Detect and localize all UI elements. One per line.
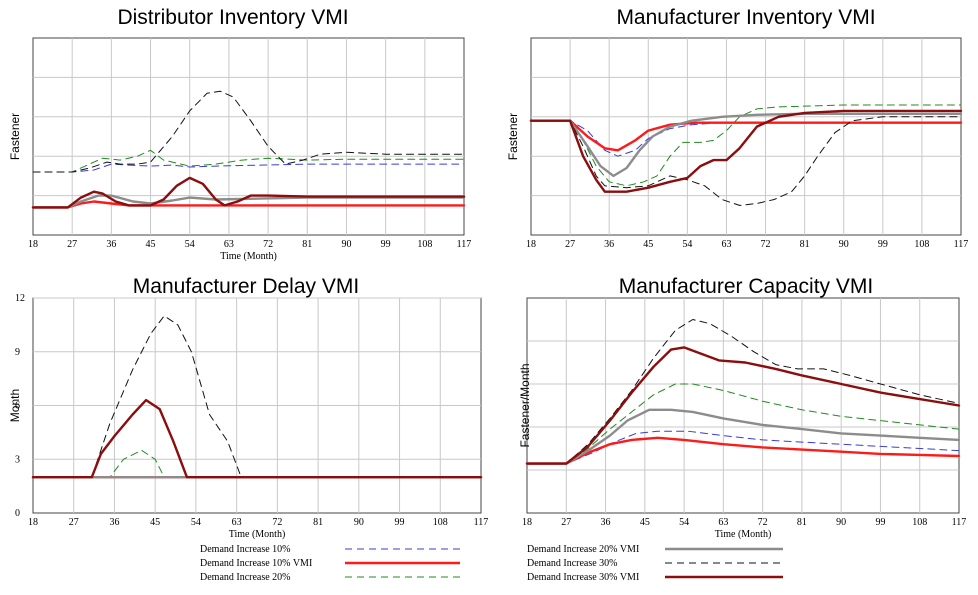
- y-tick-label: 6: [15, 401, 20, 412]
- plot-frame: [530, 37, 962, 236]
- y-axis-label: Month: [8, 389, 22, 422]
- series-line: [32, 149, 465, 173]
- x-axis-label: Time (Month): [220, 251, 277, 262]
- series-line: [529, 119, 963, 152]
- x-tick-label: 63: [232, 517, 242, 528]
- x-tick-label: 72: [263, 239, 273, 250]
- chart-panel: Distributor Inventory VMI 18 27 36 45 54 63 72 8…: [8, 6, 471, 262]
- series-line: [31, 194, 466, 209]
- x-tick-label: 54: [185, 239, 195, 250]
- x-tick-label: 90: [839, 239, 849, 250]
- legend-label: Demand Increase 20% VMI: [527, 544, 639, 555]
- chart-title: Manufacturer Inventory VMI: [616, 6, 875, 29]
- series-line: [31, 176, 466, 209]
- x-tick-label: 54: [682, 239, 692, 250]
- series-line: [526, 319, 960, 465]
- x-tick-label: 117: [474, 517, 489, 528]
- legend-label: Demand Increase 30% VMI: [527, 572, 639, 583]
- series-line: [529, 112, 963, 178]
- legend-label: Demand Increase 10%: [200, 544, 291, 555]
- legend-label: Demand Increase 30%: [527, 558, 618, 569]
- series-line: [526, 383, 960, 465]
- x-tick-label: 99: [875, 517, 885, 528]
- x-tick-label: 90: [354, 517, 364, 528]
- x-tick-label: 27: [561, 517, 571, 528]
- y-tick-label: 3: [15, 454, 20, 465]
- chart-panel: Manufacturer Capacity VMI 18 27 36 45 54 63 72 8…: [518, 275, 966, 540]
- x-tick-label: 90: [836, 517, 846, 528]
- x-tick-label: 54: [191, 517, 201, 528]
- legend: Demand Increase 10% Demand Increase 10% …: [200, 544, 783, 583]
- x-tick-label: 108: [433, 517, 448, 528]
- series-line: [525, 436, 961, 465]
- series-line: [32, 315, 482, 478]
- x-tick-label: 81: [302, 239, 312, 250]
- x-tick-label: 36: [109, 517, 119, 528]
- x-tick-label: 27: [67, 239, 77, 250]
- chart-panel: Manufacturer Inventory VMI 18 27 36 45 54 63 72…: [506, 6, 968, 250]
- chart-title: Manufacturer Delay VMI: [133, 275, 359, 298]
- x-tick-label: 72: [758, 517, 768, 528]
- x-tick-label: 81: [313, 517, 323, 528]
- x-tick-label: 117: [457, 239, 472, 250]
- series-line: [31, 398, 483, 479]
- x-tick-label: 45: [146, 239, 156, 250]
- x-tick-label: 45: [640, 517, 650, 528]
- series-line: [525, 346, 961, 465]
- x-tick-label: 45: [643, 239, 653, 250]
- y-axis-label: Fastener/Month: [518, 363, 532, 447]
- chart-title: Manufacturer Capacity VMI: [619, 275, 873, 298]
- x-tick-label: 63: [721, 239, 731, 250]
- x-axis-label: Time (Month): [715, 529, 772, 540]
- chart-title: Distributor Inventory VMI: [117, 6, 348, 29]
- x-tick-label: 18: [522, 517, 532, 528]
- x-tick-label: 54: [679, 517, 689, 528]
- x-tick-label: 63: [224, 239, 234, 250]
- x-tick-label: 99: [381, 239, 391, 250]
- x-tick-label: 108: [912, 517, 927, 528]
- y-axis-label: Fastener: [506, 113, 520, 160]
- y-tick-label: 0: [15, 508, 20, 519]
- y-tick-label: 9: [15, 347, 20, 358]
- series-line: [32, 90, 465, 173]
- x-axis-label: Time (Month): [229, 529, 286, 540]
- x-tick-label: 90: [341, 239, 351, 250]
- x-tick-label: 108: [417, 239, 432, 250]
- y-axis-label: Fastener: [8, 113, 22, 160]
- x-tick-label: 18: [28, 239, 38, 250]
- legend-label: Demand Increase 10% VMI: [200, 558, 312, 569]
- series-line: [529, 109, 963, 193]
- x-tick-label: 117: [954, 239, 969, 250]
- x-tick-label: 45: [150, 517, 160, 528]
- y-tick-label: 12: [15, 293, 25, 304]
- x-tick-label: 27: [565, 239, 575, 250]
- x-tick-label: 36: [106, 239, 116, 250]
- x-tick-label: 99: [395, 517, 405, 528]
- x-tick-label: 27: [69, 517, 79, 528]
- x-tick-label: 117: [952, 517, 967, 528]
- series-line: [526, 430, 960, 465]
- series-line: [530, 116, 962, 206]
- x-tick-label: 99: [878, 239, 888, 250]
- x-tick-label: 72: [272, 517, 282, 528]
- x-tick-label: 63: [718, 517, 728, 528]
- x-tick-label: 81: [797, 517, 807, 528]
- series-line: [530, 104, 962, 187]
- legend-label: Demand Increase 20%: [200, 572, 291, 583]
- x-tick-label: 108: [914, 239, 929, 250]
- series-line: [525, 408, 961, 465]
- x-tick-label: 72: [761, 239, 771, 250]
- x-tick-label: 18: [28, 517, 38, 528]
- x-tick-label: 81: [800, 239, 810, 250]
- plot-frame: [526, 297, 960, 514]
- x-tick-label: 36: [601, 517, 611, 528]
- x-tick-label: 36: [604, 239, 614, 250]
- x-tick-label: 18: [526, 239, 536, 250]
